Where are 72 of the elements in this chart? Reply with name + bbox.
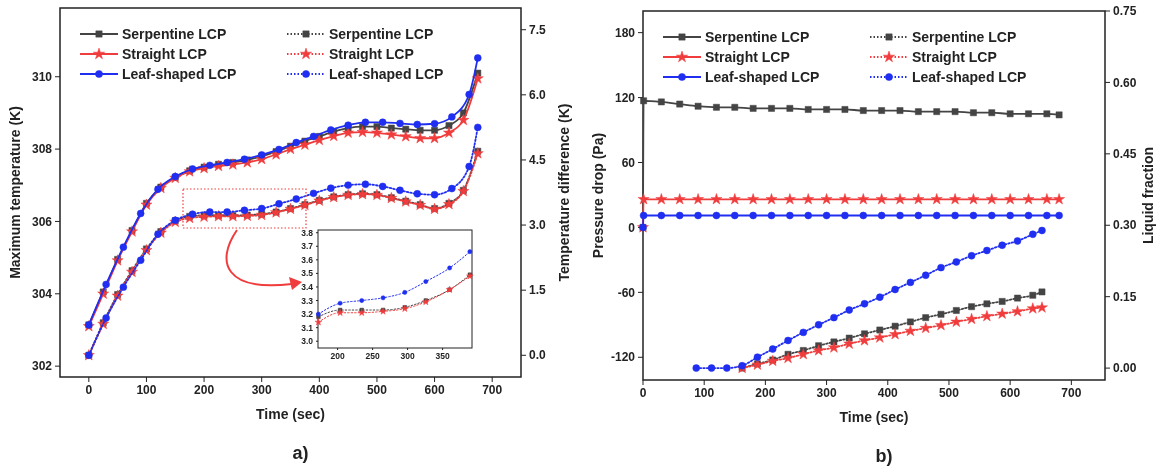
- y2-tick-label: 0.60: [1113, 75, 1137, 90]
- y-tick-label: 3.0: [301, 336, 314, 347]
- legend-label: Leaf-shaped LCP: [122, 66, 237, 82]
- x-tick-label: 200: [755, 386, 776, 400]
- legend-label: Straight LCP: [329, 46, 414, 62]
- y2-tick-label: 1.5: [529, 283, 547, 298]
- x-tick-label: 600: [1000, 386, 1021, 400]
- y-tick-label: 304: [31, 286, 53, 301]
- x-tick-label: 400: [877, 386, 899, 400]
- y-tick-label: 3.1: [301, 322, 314, 333]
- legend-label: Leaf-shaped LCP: [705, 69, 820, 85]
- x-tick-label: 300: [400, 350, 415, 361]
- y-tick-label: 3.3: [301, 295, 314, 306]
- legend-label: Straight LCP: [705, 49, 790, 65]
- y-tick-label: 3.2: [301, 309, 314, 320]
- y2-tick-label: 0.75: [1113, 4, 1137, 19]
- y-tick-label: 308: [31, 142, 53, 157]
- y2-tick-label: 3.0: [529, 218, 547, 233]
- text: b): [875, 446, 893, 466]
- y-axis-title: Pressure drop (Pa): [590, 132, 606, 259]
- y2-tick-label: 0.0: [529, 348, 547, 363]
- x-tick-label: 250: [365, 350, 380, 361]
- x-tick-label: 300: [816, 386, 837, 400]
- y-tick-label: 3.5: [301, 268, 314, 279]
- legend-label: Straight LCP: [122, 46, 207, 62]
- x-tick-label: 200: [194, 383, 215, 397]
- x-tick-label: 600: [424, 383, 445, 397]
- y-tick-label: 180: [614, 25, 636, 40]
- y2-axis-title: Liquid fraction: [1140, 146, 1156, 245]
- x-tick-label: 700: [482, 383, 503, 397]
- legend-label: Serpentine LCP: [329, 26, 434, 42]
- y2-tick-label: 6.0: [529, 88, 547, 103]
- x-axis-title: Time (sec): [839, 409, 909, 425]
- y-tick-label: 306: [31, 214, 53, 229]
- x-tick-label: 400: [309, 383, 330, 397]
- y-tick-label: 3.6: [301, 254, 314, 265]
- y-tick-label: 60: [621, 155, 636, 170]
- x-tick-label: 350: [435, 350, 450, 361]
- y2-tick-label: 0.45: [1113, 147, 1137, 162]
- legend-label: Serpentine LCP: [122, 26, 227, 42]
- x-tick-label: 0: [85, 383, 93, 397]
- y-tick-label: 0: [628, 220, 636, 235]
- y-tick-label: 3.4: [301, 281, 314, 292]
- x-tick-label: 100: [136, 383, 157, 397]
- legend-label: Leaf-shaped LCP: [329, 66, 444, 82]
- y2-tick-label: 0.15: [1113, 289, 1137, 304]
- x-tick-label: 500: [938, 386, 960, 400]
- y2-tick-label: 7.5: [529, 22, 547, 37]
- x-tick-label: 100: [694, 386, 715, 400]
- x-tick-label: 300: [251, 383, 273, 397]
- x-tick-label: 200: [330, 350, 345, 361]
- y-tick-label: -60: [617, 285, 636, 300]
- y-tick-label: 310: [31, 69, 53, 84]
- y-tick-label: 3.7: [301, 241, 314, 252]
- y-tick-label: 120: [614, 90, 636, 105]
- legend-label: Serpentine LCP: [705, 29, 810, 45]
- y-tick-label: -120: [610, 350, 636, 365]
- y2-tick-label: 0.00: [1113, 361, 1137, 376]
- legend-label: Straight LCP: [912, 49, 997, 65]
- x-tick-label: 700: [1061, 386, 1082, 400]
- y2-tick-label: 0.30: [1113, 218, 1137, 233]
- x-tick-label: 500: [366, 383, 388, 397]
- y-axis-title: Maximum temperature (K): [7, 106, 23, 279]
- y-tick-label: 302: [31, 359, 53, 374]
- x-axis-title: Time (sec): [256, 406, 325, 422]
- y2-axis-title: Temperature difference (K): [556, 103, 572, 282]
- x-tick-label: 0: [639, 386, 647, 400]
- y-tick-label: 3.8: [301, 227, 314, 238]
- text: a): [292, 443, 309, 463]
- legend-label: Serpentine LCP: [912, 29, 1017, 45]
- legend-label: Leaf-shaped LCP: [912, 69, 1027, 85]
- y2-tick-label: 4.5: [529, 153, 547, 168]
